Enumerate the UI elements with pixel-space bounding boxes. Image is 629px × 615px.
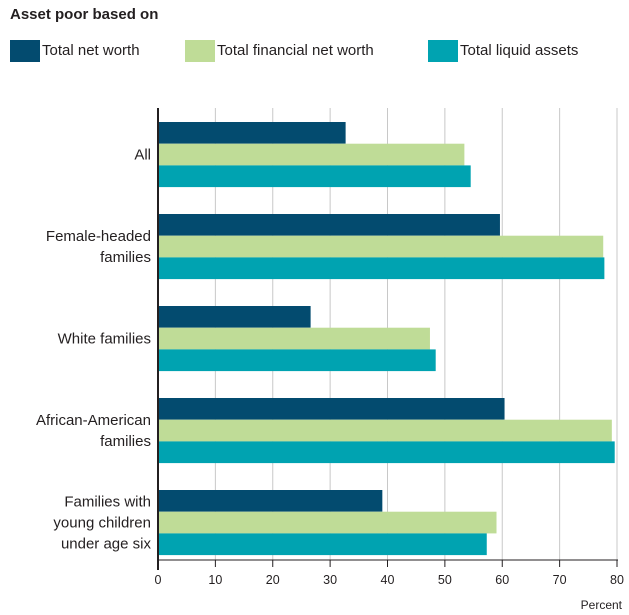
x-tick-label: 40	[381, 573, 395, 587]
x-tick-label: 0	[155, 573, 162, 587]
legend-swatch-total-net-worth	[10, 40, 40, 62]
bar	[158, 214, 500, 236]
bar	[158, 306, 311, 328]
category-label: Families with young children under age six	[53, 494, 151, 553]
legend-swatch-total-liquid-assets	[428, 40, 458, 62]
x-tick-label: 60	[495, 573, 509, 587]
x-tick-label: 80	[610, 573, 624, 587]
category-label: White families	[58, 331, 151, 348]
bar	[158, 441, 615, 464]
bar	[158, 349, 436, 372]
legend-title: Asset poor based on	[10, 6, 159, 23]
x-tick-label: 20	[266, 573, 280, 587]
x-tick-label: 30	[323, 573, 337, 587]
bar	[158, 122, 346, 144]
bar	[158, 511, 497, 534]
x-tick-label: 50	[438, 573, 452, 587]
legend-swatch-total-financial-net-worth	[185, 40, 215, 62]
x-axis-label: Percent	[581, 598, 623, 612]
category-label: African-American families	[36, 412, 151, 450]
bar	[158, 257, 605, 280]
bar	[158, 490, 383, 512]
bar	[158, 165, 471, 188]
bar	[158, 235, 604, 258]
bar	[158, 533, 487, 556]
legend-label-total-financial-net-worth: Total financial net worth	[217, 42, 374, 59]
legend-label-total-net-worth: Total net worth	[42, 42, 140, 59]
bar	[158, 327, 430, 350]
legend-label-total-liquid-assets: Total liquid assets	[460, 42, 579, 59]
x-tick-label: 70	[553, 573, 567, 587]
bar	[158, 143, 465, 166]
bar	[158, 398, 505, 420]
x-tick-label: 10	[208, 573, 222, 587]
bar	[158, 419, 612, 442]
category-label: Female-headed families	[46, 228, 151, 266]
category-label: All	[134, 147, 151, 164]
